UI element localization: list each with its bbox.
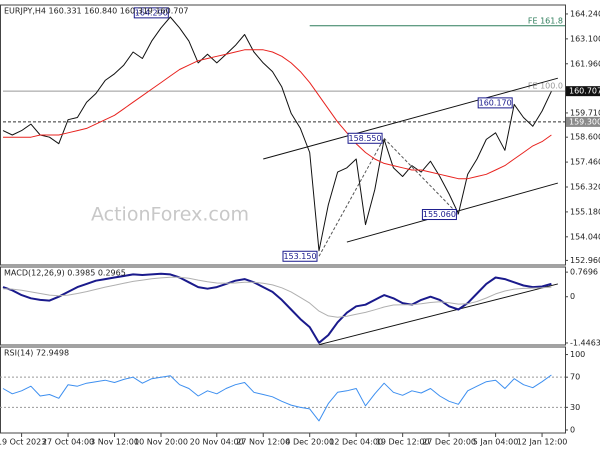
annotation-label: 155.060 xyxy=(423,210,456,219)
level-label: FE 100.0 xyxy=(528,82,563,91)
annotation-label: 158.550 xyxy=(349,134,382,143)
x-tick-label: 12 Dec 04:00 xyxy=(329,438,383,447)
annotation-label: 153.150 xyxy=(283,252,316,261)
annotation-box xyxy=(477,97,513,109)
price-box xyxy=(566,86,600,97)
y-tick-label: 152.960 xyxy=(570,256,600,265)
x-tick-label: 20 Nov 04:00 xyxy=(190,438,244,447)
panel-title: EURJPY,H4 160.331 160.840 160.319 160.70… xyxy=(4,7,189,16)
y-tick-label: 154.040 xyxy=(570,232,600,241)
y-tick-label: 161.960 xyxy=(570,59,600,68)
y-tick-label: 100 xyxy=(570,350,585,359)
panel-title: MACD(12,26,9) 0.3985 0.2965 xyxy=(4,269,126,278)
series-line xyxy=(2,374,552,422)
y-tick-label: 0 xyxy=(570,425,575,434)
y-tick-label: 155.180 xyxy=(570,207,600,216)
series-line xyxy=(3,49,552,180)
series-line xyxy=(2,16,552,252)
price-box xyxy=(566,116,600,127)
x-tick-label: 3 Nov 12:00 xyxy=(90,438,139,447)
series-line xyxy=(2,272,552,344)
x-tick-label: 10 Nov 20:00 xyxy=(134,438,188,447)
y-tick-label: 164.240 xyxy=(570,9,600,18)
y-tick-label: 163.100 xyxy=(570,34,600,43)
annotation-box xyxy=(282,250,318,262)
panel-frame xyxy=(0,266,566,346)
panel-frame xyxy=(0,4,566,266)
x-tick-label: 27 Oct 04:00 xyxy=(42,438,94,447)
panel-frame xyxy=(0,346,566,434)
y-tick-label: 0.7696 xyxy=(570,268,598,277)
y-tick-label: 156.320 xyxy=(570,183,600,192)
y-tick-label: 30 xyxy=(570,403,580,412)
level-label: 159.300 xyxy=(569,117,600,126)
x-tick-label: 12 Jan 12:00 xyxy=(517,438,568,447)
y-tick-label: -1.4463 xyxy=(570,338,600,347)
trend-line xyxy=(318,283,558,346)
y-tick-label: 157.460 xyxy=(570,158,600,167)
annotation-label: 160.170 xyxy=(479,98,512,107)
y-tick-label: 158.600 xyxy=(570,133,600,142)
trend-line xyxy=(383,137,459,215)
annotation-box xyxy=(421,209,457,221)
annotation-box xyxy=(133,7,169,19)
level-label: FE 161.8 xyxy=(528,16,563,25)
x-tick-label: 27 Dec 20:00 xyxy=(422,438,476,447)
annotation-label: 164.290 xyxy=(135,8,168,17)
x-tick-label: 4 Dec 20:00 xyxy=(285,438,334,447)
y-tick-label: 0 xyxy=(570,292,575,301)
trend-line xyxy=(263,77,558,160)
last-price-label: 160.707 xyxy=(569,87,600,96)
y-tick-label: 159.710 xyxy=(570,108,600,117)
annotation-box xyxy=(347,132,383,144)
watermark: ActionForex.com xyxy=(91,204,249,226)
x-tick-label: 27 Nov 12:00 xyxy=(236,438,290,447)
panel-title: RSI(14) 72.9498 xyxy=(4,349,69,358)
x-tick-label: 19 Oct 2023 xyxy=(0,438,46,447)
y-tick-label: 70 xyxy=(570,373,580,382)
x-tick-label: 5 Jan 04:00 xyxy=(473,438,519,447)
x-tick-label: 19 Dec 12:00 xyxy=(376,438,430,447)
series-line xyxy=(2,276,552,318)
